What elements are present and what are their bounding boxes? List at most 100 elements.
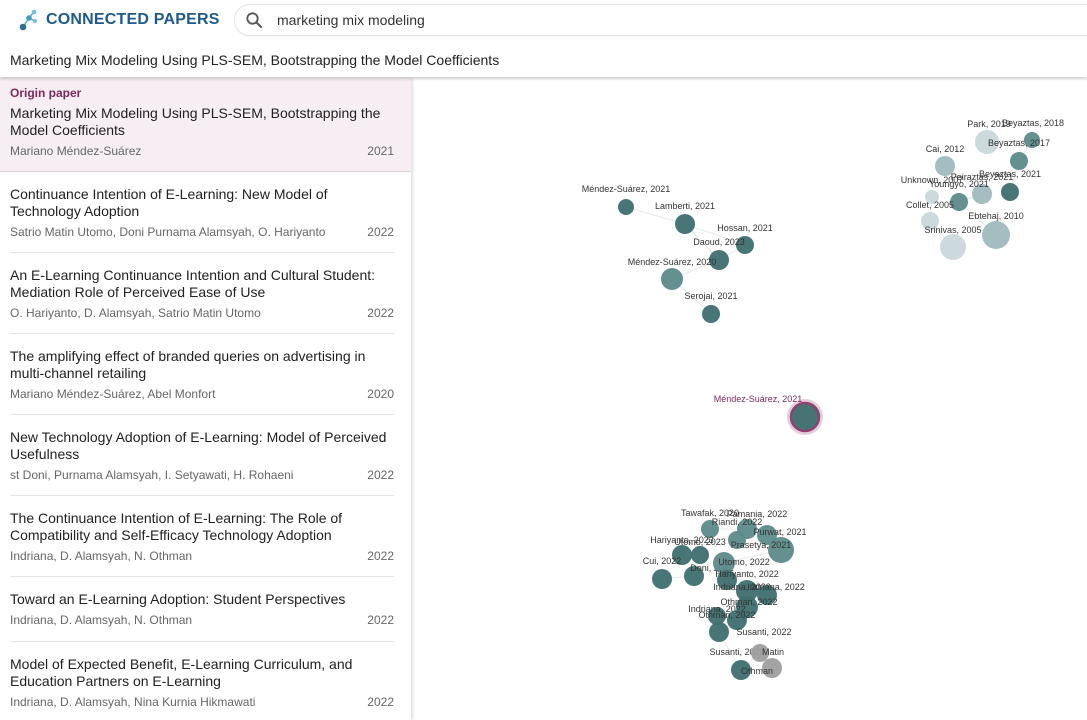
paper-list-item[interactable]: Continuance Intention of E-Learning: New… xyxy=(0,172,411,253)
paper-year: 2022 xyxy=(367,306,394,320)
paper-authors: O. Hariyanto, D. Alamsyah, Satrio Matin … xyxy=(10,306,261,320)
paper-node[interactable] xyxy=(727,610,747,630)
paper-node-label: Srinivas, 2005 xyxy=(924,225,981,235)
paper-authors: st Doni, Purnama Alamsyah, I. Setyawati,… xyxy=(10,468,294,482)
paper-title: New Technology Adoption of E-Learning: M… xyxy=(10,429,387,462)
divider xyxy=(10,495,394,496)
paper-node-label: Beyaztas, 2018 xyxy=(1002,118,1064,128)
paper-node[interactable] xyxy=(935,156,955,176)
paper-node[interactable] xyxy=(1001,183,1019,201)
paper-node-label: Youngyo, 2021 xyxy=(929,179,989,189)
paper-node[interactable] xyxy=(768,537,794,563)
paper-node-label: Doni, 2022 xyxy=(690,563,734,573)
paper-node-label: Beyaztas, 2021 xyxy=(979,169,1041,179)
paper-node[interactable] xyxy=(1024,132,1040,148)
paper-node[interactable] xyxy=(751,644,769,662)
paper-node[interactable] xyxy=(975,130,999,154)
paper-node[interactable] xyxy=(709,622,729,642)
paper-graph[interactable]: Méndez-Suárez, 2021 Méndez-Suárez, 2021 La… xyxy=(412,78,1087,720)
paper-node-label: Beyaztas, 2017 xyxy=(988,138,1050,148)
paper-list-item[interactable]: New Technology Adoption of E-Learning: M… xyxy=(0,415,411,496)
paper-node-label: Collet, 2005 xyxy=(906,200,954,210)
paper-year: 2022 xyxy=(367,225,394,239)
paper-node[interactable] xyxy=(728,531,746,549)
paper-list-item[interactable]: The Continuance Intention of E-Learning:… xyxy=(0,496,411,577)
paper-node-label: Prasetya, 2021 xyxy=(731,540,792,550)
paper-authors: Indriana, D. Alamsyah, Nina Kurnia Hikma… xyxy=(10,695,256,709)
origin-paper-card[interactable]: Origin paper Marketing Mix Modeling Usin… xyxy=(0,78,411,172)
paper-node-label: Ebtehaj, 2010 xyxy=(968,211,1024,221)
paper-node[interactable] xyxy=(972,184,992,204)
paper-authors: Indriana, D. Alamsyah, N. Othman xyxy=(10,613,193,627)
paper-node[interactable] xyxy=(684,566,704,586)
paper-year: 2022 xyxy=(367,695,394,709)
paper-node-label: Hariyanto, 2022 xyxy=(715,569,779,579)
paper-node[interactable] xyxy=(757,585,777,605)
paper-list-item[interactable]: Toward an E-Learning Adoption: Student P… xyxy=(0,577,411,642)
paper-title: The Continuance Intention of E-Learning:… xyxy=(10,510,343,543)
paper-node-label: Othman, 2022 xyxy=(720,597,777,607)
paper-node-label: Riandi, 2022 xyxy=(712,517,763,527)
paper-node[interactable] xyxy=(675,214,695,234)
graph-canvas[interactable]: Méndez-Suárez, 2021 Méndez-Suárez, 2021 La… xyxy=(412,78,1087,720)
paper-node[interactable] xyxy=(950,193,968,211)
paper-node-label: Indriana, 2022 xyxy=(688,604,746,614)
paper-node[interactable] xyxy=(652,569,672,589)
divider xyxy=(10,576,394,577)
paper-node-label: Unknown, 2007 xyxy=(901,175,964,185)
paper-node[interactable] xyxy=(925,190,939,204)
paper-list-item[interactable]: The amplifying effect of branded queries… xyxy=(0,334,411,415)
paper-node[interactable] xyxy=(709,250,729,270)
paper-node[interactable] xyxy=(762,658,782,678)
paper-node[interactable] xyxy=(713,552,735,574)
paper-node[interactable] xyxy=(940,234,966,260)
paper-node-label: Lamberti, 2021 xyxy=(655,201,715,211)
paper-node[interactable] xyxy=(736,236,754,254)
origin-paper-label: Origin paper xyxy=(10,86,82,100)
paper-node[interactable] xyxy=(921,212,939,230)
top-bar: CONNECTED PAPERS xyxy=(0,0,1087,40)
title-bar: Marketing Mix Modeling Using PLS-SEM, Bo… xyxy=(0,44,1087,77)
paper-node-label: Serojai, 2021 xyxy=(684,291,737,301)
paper-node[interactable] xyxy=(672,545,692,565)
paper-node[interactable] xyxy=(731,660,751,680)
paper-node[interactable] xyxy=(1010,152,1028,170)
paper-node[interactable] xyxy=(717,570,737,590)
divider xyxy=(10,414,394,415)
paper-node[interactable] xyxy=(691,546,709,564)
paper-node-label: Pamania, 2022 xyxy=(727,509,788,519)
search-box[interactable] xyxy=(234,4,1087,36)
paper-authors: Mariano Méndez-Suárez, Abel Monfort xyxy=(10,387,216,401)
paper-year: 2022 xyxy=(367,613,394,627)
search-input[interactable] xyxy=(275,9,1059,31)
paper-node[interactable] xyxy=(701,520,719,538)
paper-node-label: Indriana, 2022 xyxy=(747,582,805,592)
paper-node[interactable] xyxy=(618,199,634,215)
paper-node[interactable] xyxy=(757,525,777,545)
origin-node[interactable] xyxy=(789,401,821,433)
search-icon[interactable] xyxy=(245,11,263,29)
paper-node[interactable] xyxy=(661,268,683,290)
paper-title: Toward an E-Learning Adoption: Student P… xyxy=(10,591,346,607)
app-logo[interactable]: CONNECTED PAPERS xyxy=(18,8,220,32)
paper-list-item[interactable]: Model of Expected Benefit, E-Learning Cu… xyxy=(0,642,411,720)
logo-text: CONNECTED PAPERS xyxy=(46,11,220,28)
paper-year: 2020 xyxy=(367,387,394,401)
paper-node-label: Purwat, 2021 xyxy=(753,527,806,537)
paper-node-label: Peiraztas, 2021 xyxy=(951,172,1014,182)
paper-node-label: Indriana, 2022 xyxy=(713,582,771,592)
paper-node[interactable] xyxy=(736,580,758,602)
origin-paper-year: 2021 xyxy=(367,144,394,158)
paper-node-label: Daoud, 2023 xyxy=(693,237,745,247)
origin-paper-authors: Mariano Méndez-Suárez xyxy=(10,144,142,158)
page-title: Marketing Mix Modeling Using PLS-SEM, Bo… xyxy=(10,52,500,68)
divider xyxy=(10,252,394,253)
paper-authors: Satrio Matin Utomo, Doni Purnama Alamsya… xyxy=(10,225,326,239)
connected-papers-logo-icon xyxy=(19,9,37,31)
paper-list-sidebar[interactable]: Origin paper Marketing Mix Modeling Usin… xyxy=(0,78,411,720)
paper-list-item[interactable]: An E-Learning Continuance Intention and … xyxy=(0,253,411,334)
paper-node-label: Méndez-Suárez, 2021 xyxy=(582,184,671,194)
paper-node[interactable] xyxy=(982,221,1010,249)
paper-node[interactable] xyxy=(708,607,726,625)
paper-node[interactable] xyxy=(702,305,720,323)
